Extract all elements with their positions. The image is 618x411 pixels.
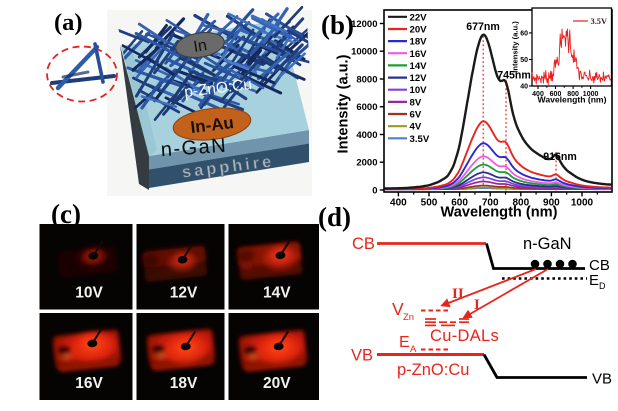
svg-text:n-GaN: n-GaN xyxy=(160,135,228,162)
svg-text:20V: 20V xyxy=(410,25,428,36)
svg-text:CB: CB xyxy=(589,257,610,274)
svg-text:800: 800 xyxy=(567,91,579,98)
svg-text:VB: VB xyxy=(351,347,373,365)
svg-text:14V: 14V xyxy=(410,61,428,72)
svg-text:16V: 16V xyxy=(75,375,103,392)
svg-text:900: 900 xyxy=(543,198,560,209)
svg-text:12V: 12V xyxy=(410,73,428,84)
svg-text:(b): (b) xyxy=(321,10,354,40)
svg-text:4000: 4000 xyxy=(356,130,377,141)
svg-text:Zn: Zn xyxy=(403,312,414,323)
svg-text:II: II xyxy=(452,286,464,302)
svg-text:CB: CB xyxy=(352,235,375,253)
svg-text:0: 0 xyxy=(372,185,377,196)
svg-text:3.5V: 3.5V xyxy=(591,17,608,26)
svg-text:8V: 8V xyxy=(410,97,422,108)
svg-text:500: 500 xyxy=(421,198,438,209)
svg-text:16V: 16V xyxy=(410,49,428,60)
svg-text:V: V xyxy=(392,299,404,319)
svg-text:745nm: 745nm xyxy=(497,70,531,82)
svg-text:20V: 20V xyxy=(263,375,291,392)
svg-text:In: In xyxy=(192,37,208,56)
svg-text:18V: 18V xyxy=(170,375,198,392)
svg-text:E: E xyxy=(399,334,410,351)
svg-text:(a): (a) xyxy=(54,9,83,36)
svg-text:60: 60 xyxy=(520,30,528,37)
svg-text:700: 700 xyxy=(482,198,499,209)
svg-text:600: 600 xyxy=(550,91,562,98)
svg-text:677nm: 677nm xyxy=(466,21,500,33)
svg-text:8000: 8000 xyxy=(356,74,377,85)
svg-text:Intensity (a.u.): Intensity (a.u.) xyxy=(511,21,520,73)
svg-text:12V: 12V xyxy=(170,285,198,302)
svg-text:12000: 12000 xyxy=(351,19,377,30)
svg-text:2000: 2000 xyxy=(356,158,377,169)
svg-text:I: I xyxy=(474,297,480,313)
svg-text:1000: 1000 xyxy=(583,91,599,98)
svg-text:3.5V: 3.5V xyxy=(410,134,430,145)
svg-text:40: 40 xyxy=(520,83,528,90)
svg-text:n-GaN: n-GaN xyxy=(523,235,572,253)
svg-text:10V: 10V xyxy=(410,85,428,96)
svg-text:4V: 4V xyxy=(410,122,422,133)
svg-text:1000: 1000 xyxy=(571,198,594,209)
svg-text:400: 400 xyxy=(532,91,544,98)
svg-text:D: D xyxy=(599,281,606,291)
svg-text:10000: 10000 xyxy=(351,47,377,58)
svg-text:Cu-DALs: Cu-DALs xyxy=(430,327,499,345)
svg-text:400: 400 xyxy=(390,198,407,209)
svg-text:A: A xyxy=(410,344,417,355)
svg-text:Wavelength (nm): Wavelength (nm) xyxy=(440,205,557,221)
svg-text:6000: 6000 xyxy=(356,102,377,113)
svg-text:Intensity (a.u.): Intensity (a.u.) xyxy=(336,54,352,153)
svg-text:800: 800 xyxy=(512,198,529,209)
svg-text:22V: 22V xyxy=(410,12,428,23)
svg-text:p-ZnO:Cu: p-ZnO:Cu xyxy=(397,361,469,379)
svg-text:600: 600 xyxy=(451,198,468,209)
svg-text:VB: VB xyxy=(592,371,612,388)
svg-text:6V: 6V xyxy=(410,110,422,121)
svg-text:E: E xyxy=(589,272,599,289)
svg-text:18V: 18V xyxy=(410,37,428,48)
svg-text:14V: 14V xyxy=(263,285,291,302)
svg-text:Wavelength (nm): Wavelength (nm) xyxy=(538,94,607,104)
svg-text:10V: 10V xyxy=(75,285,103,302)
svg-text:50: 50 xyxy=(520,57,528,64)
svg-text:916nm: 916nm xyxy=(543,151,577,163)
svg-text:(d): (d) xyxy=(318,202,351,232)
